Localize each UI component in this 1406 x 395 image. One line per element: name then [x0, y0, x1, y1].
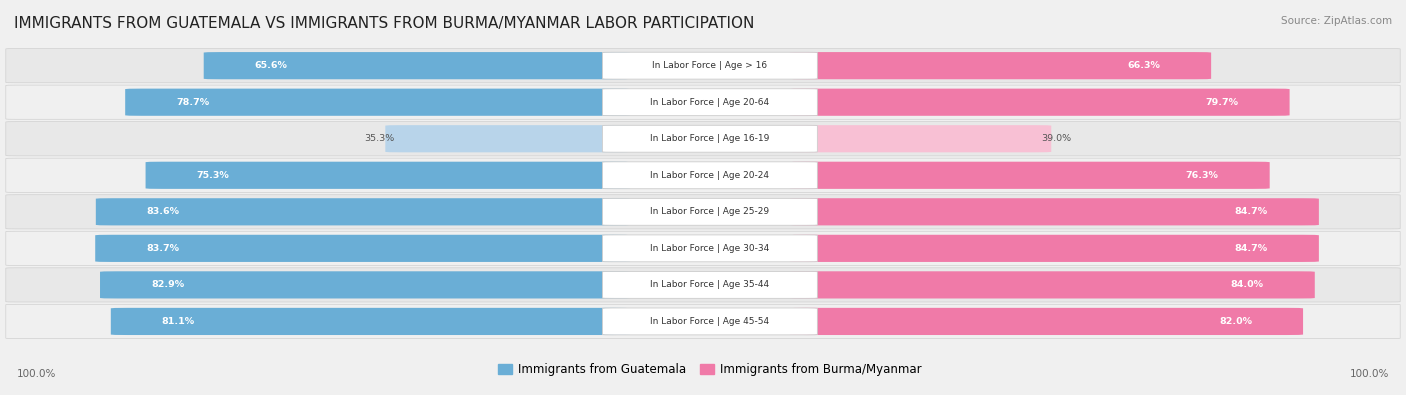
FancyBboxPatch shape [96, 198, 630, 226]
Text: In Labor Force | Age 25-29: In Labor Force | Age 25-29 [651, 207, 769, 216]
Text: 76.3%: 76.3% [1185, 171, 1219, 180]
FancyBboxPatch shape [146, 162, 630, 189]
FancyBboxPatch shape [790, 125, 1052, 152]
Text: 35.3%: 35.3% [364, 134, 395, 143]
Text: 83.6%: 83.6% [146, 207, 180, 216]
Text: In Labor Force | Age 30-34: In Labor Force | Age 30-34 [650, 244, 769, 253]
Text: Source: ZipAtlas.com: Source: ZipAtlas.com [1281, 16, 1392, 26]
FancyBboxPatch shape [204, 52, 630, 79]
Text: 66.3%: 66.3% [1128, 61, 1160, 70]
Text: 39.0%: 39.0% [1042, 134, 1071, 143]
FancyBboxPatch shape [6, 268, 1400, 302]
FancyBboxPatch shape [96, 235, 630, 262]
Text: 84.0%: 84.0% [1230, 280, 1264, 290]
Text: 75.3%: 75.3% [197, 171, 229, 180]
FancyBboxPatch shape [385, 125, 630, 152]
Text: 84.7%: 84.7% [1234, 244, 1268, 253]
FancyBboxPatch shape [790, 198, 1319, 226]
Text: IMMIGRANTS FROM GUATEMALA VS IMMIGRANTS FROM BURMA/MYANMAR LABOR PARTICIPATION: IMMIGRANTS FROM GUATEMALA VS IMMIGRANTS … [14, 16, 755, 31]
Text: 81.1%: 81.1% [162, 317, 195, 326]
Text: In Labor Force | Age 20-24: In Labor Force | Age 20-24 [651, 171, 769, 180]
FancyBboxPatch shape [602, 89, 817, 116]
FancyBboxPatch shape [125, 88, 630, 116]
FancyBboxPatch shape [602, 235, 817, 262]
FancyBboxPatch shape [790, 308, 1303, 335]
FancyBboxPatch shape [602, 198, 817, 225]
FancyBboxPatch shape [790, 162, 1270, 189]
FancyBboxPatch shape [602, 162, 817, 189]
Text: 78.7%: 78.7% [176, 98, 209, 107]
FancyBboxPatch shape [100, 271, 630, 299]
FancyBboxPatch shape [6, 158, 1400, 192]
FancyBboxPatch shape [6, 85, 1400, 119]
Text: 83.7%: 83.7% [146, 244, 179, 253]
FancyBboxPatch shape [602, 308, 817, 335]
FancyBboxPatch shape [6, 231, 1400, 265]
Legend: Immigrants from Guatemala, Immigrants from Burma/Myanmar: Immigrants from Guatemala, Immigrants fr… [494, 358, 927, 380]
Text: In Labor Force | Age 20-64: In Labor Force | Age 20-64 [651, 98, 769, 107]
Text: 65.6%: 65.6% [254, 61, 288, 70]
Text: 84.7%: 84.7% [1234, 207, 1268, 216]
FancyBboxPatch shape [602, 271, 817, 298]
FancyBboxPatch shape [790, 88, 1289, 116]
FancyBboxPatch shape [790, 52, 1211, 79]
Text: 82.0%: 82.0% [1219, 317, 1253, 326]
FancyBboxPatch shape [6, 195, 1400, 229]
FancyBboxPatch shape [602, 125, 817, 152]
FancyBboxPatch shape [6, 49, 1400, 83]
Text: In Labor Force | Age > 16: In Labor Force | Age > 16 [652, 61, 768, 70]
Text: In Labor Force | Age 35-44: In Labor Force | Age 35-44 [651, 280, 769, 290]
FancyBboxPatch shape [790, 271, 1315, 299]
FancyBboxPatch shape [111, 308, 630, 335]
Text: 100.0%: 100.0% [1350, 369, 1389, 379]
Text: In Labor Force | Age 45-54: In Labor Force | Age 45-54 [651, 317, 769, 326]
FancyBboxPatch shape [6, 122, 1400, 156]
FancyBboxPatch shape [6, 304, 1400, 339]
Text: 79.7%: 79.7% [1205, 98, 1239, 107]
Text: 100.0%: 100.0% [17, 369, 56, 379]
Text: 82.9%: 82.9% [150, 280, 184, 290]
FancyBboxPatch shape [790, 235, 1319, 262]
Text: In Labor Force | Age 16-19: In Labor Force | Age 16-19 [650, 134, 769, 143]
FancyBboxPatch shape [602, 52, 817, 79]
